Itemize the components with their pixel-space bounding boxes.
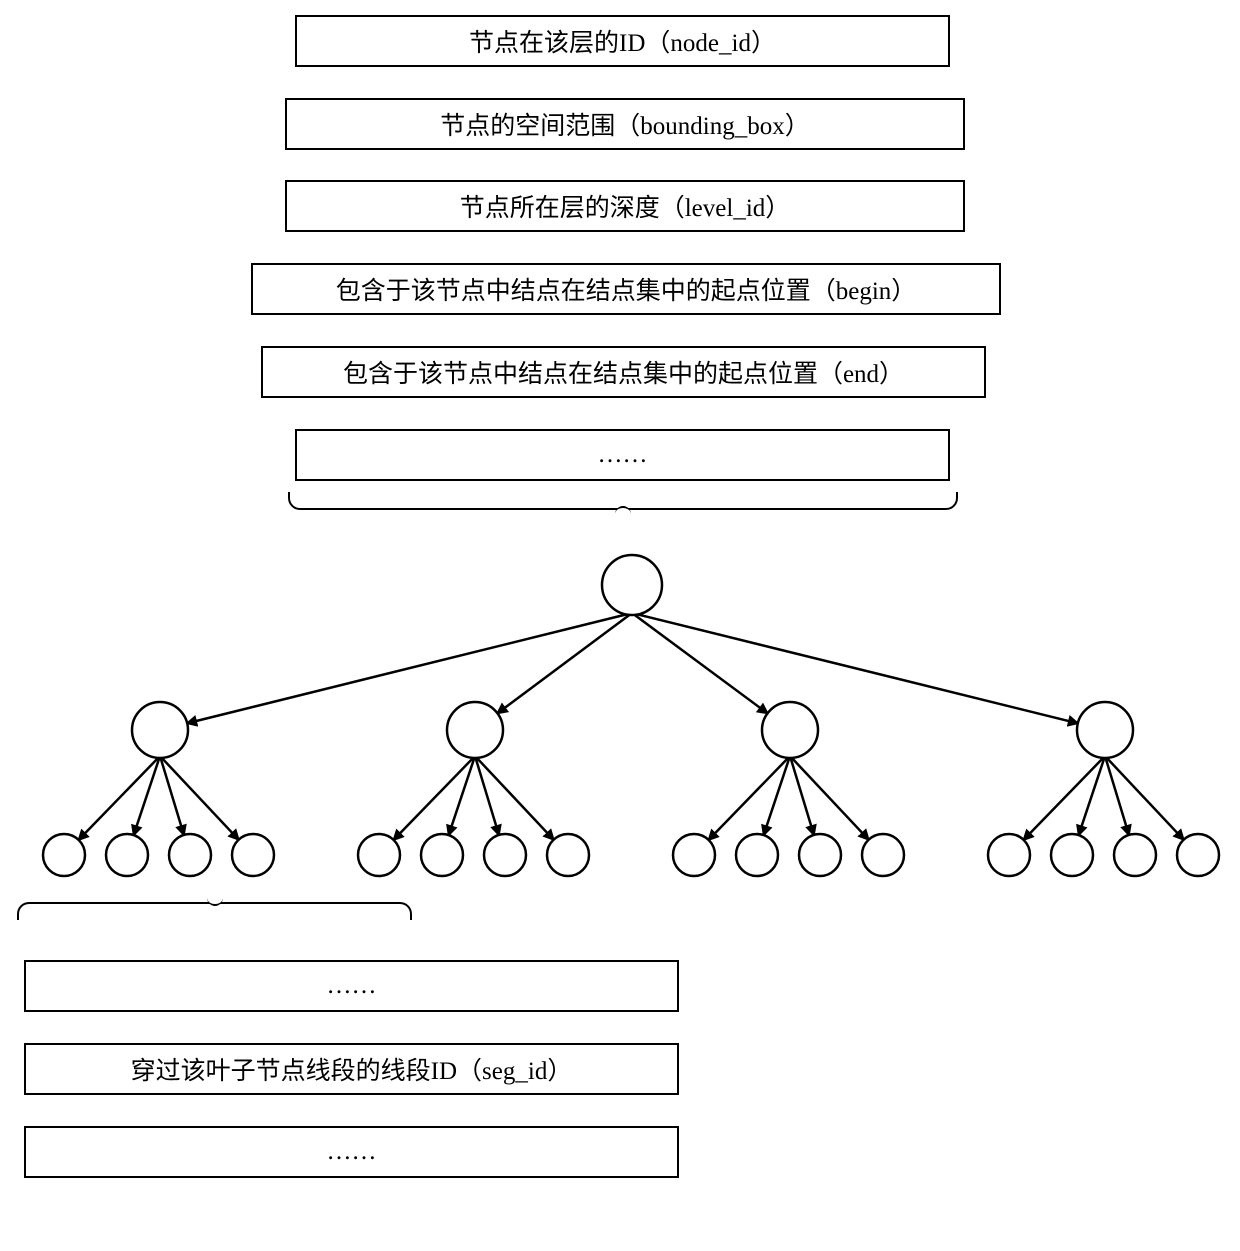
leaf-box-seg-id: 穿过该叶子节点线段的线段ID（seg_id） xyxy=(24,1043,679,1095)
brace-bottom xyxy=(17,902,412,920)
attr-box-end: 包含于该节点中结点在结点集中的起点位置（end） xyxy=(261,346,986,398)
attr-box-node-id: 节点在该层的ID（node_id） xyxy=(295,15,950,67)
leaf-box-ellipsis-2: …… xyxy=(24,1126,679,1178)
leaf-box-ellipsis-1: …… xyxy=(24,960,679,1012)
attr-box-begin: 包含于该节点中结点在结点集中的起点位置（begin） xyxy=(251,263,1001,315)
attr-box-ellipsis: …… xyxy=(295,429,950,481)
tree-diagram xyxy=(12,535,1227,890)
attr-box-bounding-box: 节点的空间范围（bounding_box） xyxy=(285,98,965,150)
brace-top xyxy=(288,492,958,510)
attr-box-level-id: 节点所在层的深度（level_id） xyxy=(285,180,965,232)
